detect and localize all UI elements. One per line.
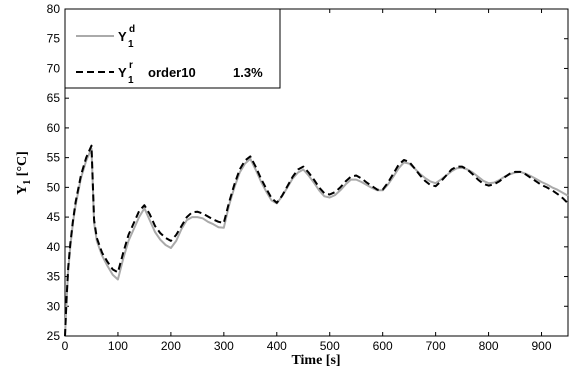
x-tick-label: 900: [532, 339, 552, 353]
legend-reduced-value: 1.3%: [233, 65, 263, 80]
legend-box: [64, 8, 281, 89]
y-axis-title-unit: [°C]: [15, 151, 30, 180]
legend-reduced-base: Y: [118, 65, 127, 80]
x-tick-label: 500: [320, 339, 340, 353]
x-axis-title: Time [s]: [291, 353, 340, 368]
x-axis: 0 100 200 300 400 500 600 700 800 900: [62, 9, 552, 353]
series-line-reduced: [64, 144, 569, 337]
y-axis: 25 30 35 40 45 50 55 60 65 70 75 80: [47, 2, 568, 343]
legend-reduced-sup: r: [129, 60, 133, 71]
legend-label-reduced: Y: [118, 65, 127, 80]
legend-desired-base: Y: [118, 29, 127, 44]
legend-desired-sub: 1: [128, 39, 134, 50]
y-tick-label: 40: [47, 240, 61, 254]
y-tick-label: 80: [47, 2, 61, 16]
y-axis-title-main: Y: [15, 185, 30, 195]
y-tick-label: 35: [47, 270, 61, 284]
y-tick-label: 50: [47, 180, 61, 194]
x-tick-label: 800: [479, 339, 499, 353]
y-tick-label: 70: [47, 61, 61, 75]
y-tick-label: 45: [47, 210, 61, 224]
y-tick-label: 25: [47, 329, 61, 343]
x-tick-label: 300: [214, 339, 234, 353]
y-tick-label: 55: [47, 151, 61, 165]
x-tick-label: 100: [108, 339, 128, 353]
x-tick-label: 0: [62, 339, 69, 353]
y-axis-title-sub: 1: [22, 180, 33, 185]
legend-label-desired: Y: [118, 29, 127, 44]
y-tick-label: 60: [47, 121, 61, 135]
x-tick-label: 700: [426, 339, 446, 353]
y-tick-label: 75: [47, 32, 61, 46]
legend-desired-sup: d: [129, 24, 135, 35]
legend-reduced-sub: 1: [128, 75, 134, 86]
series-line-desired: [64, 147, 569, 337]
legend: Y d 1 Y r 1 order10 1.3%: [64, 8, 281, 89]
y-tick-label: 30: [47, 299, 61, 313]
y-tick-label: 65: [47, 91, 61, 105]
legend-reduced-order: order10: [148, 65, 196, 80]
x-tick-label: 400: [267, 339, 287, 353]
x-tick-label: 600: [373, 339, 393, 353]
series-group: [64, 144, 569, 337]
x-tick-label: 200: [161, 339, 181, 353]
y-axis-title: Y1 [°C]: [15, 151, 33, 195]
